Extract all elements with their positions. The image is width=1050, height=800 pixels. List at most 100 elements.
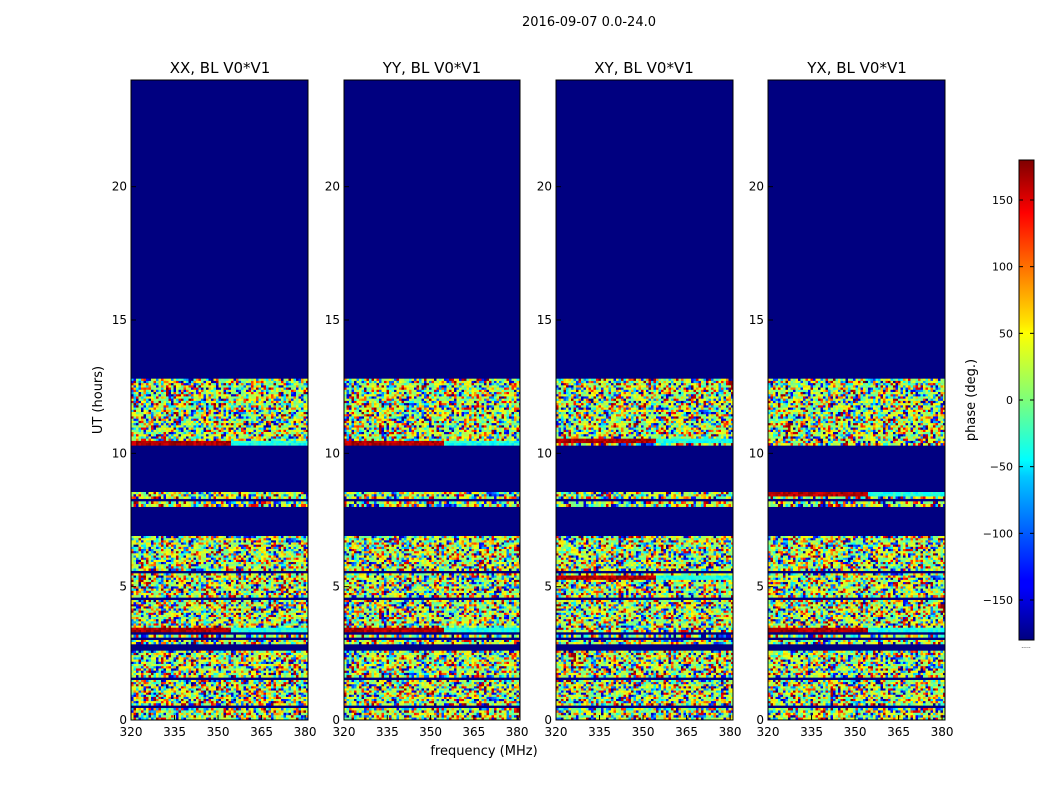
heatmap-cell bbox=[289, 693, 292, 695]
heatmap-cell bbox=[276, 686, 279, 688]
heatmap-cell bbox=[284, 691, 287, 693]
heatmap-cell bbox=[286, 653, 289, 656]
heatmap-cell bbox=[236, 653, 239, 656]
heatmap-cell bbox=[134, 657, 137, 660]
heatmap-cell bbox=[291, 655, 294, 658]
heatmap-cell bbox=[256, 688, 259, 690]
heatmap-cell bbox=[269, 703, 272, 705]
heatmap-cell bbox=[154, 699, 157, 701]
heatmap-cell bbox=[141, 655, 144, 658]
heatmap-cell bbox=[211, 651, 214, 654]
heatmap-cell bbox=[239, 701, 242, 703]
heatmap-cell bbox=[261, 651, 264, 654]
heatmap-cell bbox=[134, 708, 137, 711]
heatmap-cell bbox=[221, 653, 224, 656]
heatmap-cell bbox=[204, 684, 207, 686]
heatmap-cell bbox=[241, 713, 244, 716]
heatmap-cell bbox=[201, 655, 204, 658]
heatmap-cell bbox=[241, 708, 244, 711]
heatmap-cell bbox=[204, 710, 207, 713]
heatmap-cell bbox=[264, 710, 267, 713]
heatmap-cell bbox=[264, 708, 267, 711]
heatmap-cell bbox=[244, 708, 247, 711]
heatmap-cell bbox=[136, 651, 139, 654]
figure-title: 2016-09-07 0.0-24.0 bbox=[522, 15, 656, 30]
heatmap-cell bbox=[266, 697, 269, 699]
heatmap-cell bbox=[224, 680, 227, 682]
heatmap-cell bbox=[254, 655, 257, 658]
heatmap-cell bbox=[156, 682, 159, 684]
heatmap-cell bbox=[184, 691, 187, 693]
heatmap-cell bbox=[136, 682, 139, 684]
heatmap-cell bbox=[171, 657, 174, 660]
heatmap-cell bbox=[199, 686, 202, 688]
heatmap-cell bbox=[144, 691, 147, 693]
heatmap-cell bbox=[156, 697, 159, 699]
heatmap-cell bbox=[179, 686, 182, 688]
heatmap-cell bbox=[154, 688, 157, 690]
heatmap-cell bbox=[136, 695, 139, 697]
heatmap-cell bbox=[186, 657, 189, 660]
heatmap-cell bbox=[139, 682, 142, 684]
heatmap-cell bbox=[231, 686, 234, 688]
heatmap-cell bbox=[301, 715, 304, 718]
heatmap-cell bbox=[236, 713, 239, 716]
heatmap-cell bbox=[291, 691, 294, 693]
heatmap-cell bbox=[254, 699, 257, 701]
heatmap-cell bbox=[279, 697, 282, 699]
heatmap-cell bbox=[184, 708, 187, 711]
heatmap-cell bbox=[161, 684, 164, 686]
heatmap-cell bbox=[209, 688, 212, 690]
heatmap-cell bbox=[199, 697, 202, 699]
heatmap-cell bbox=[181, 684, 184, 686]
heatmap-cell bbox=[164, 693, 167, 695]
heatmap-cell bbox=[276, 680, 279, 682]
heatmap-cell bbox=[229, 686, 232, 688]
heatmap-cell bbox=[246, 651, 249, 654]
heatmap-cell bbox=[291, 695, 294, 697]
heatmap-cell bbox=[149, 703, 152, 705]
heatmap-cell bbox=[166, 715, 169, 718]
heatmap-cell bbox=[241, 701, 244, 703]
heatmap-cell bbox=[201, 684, 204, 686]
heatmap-cell bbox=[146, 682, 149, 684]
heatmap-cell bbox=[294, 697, 297, 699]
heatmap-cell bbox=[259, 695, 262, 697]
heatmap-cell bbox=[159, 693, 162, 695]
heatmap-cell bbox=[219, 695, 222, 697]
heatmap-cell bbox=[186, 651, 189, 654]
heatmap-cell bbox=[174, 693, 177, 695]
heatmap-cell bbox=[174, 651, 177, 654]
heatmap-cell bbox=[259, 697, 262, 699]
heatmap-cell bbox=[194, 682, 197, 684]
heatmap-cell bbox=[146, 713, 149, 716]
heatmap-cell bbox=[296, 703, 299, 705]
heatmap-cell bbox=[144, 715, 147, 718]
heatmap-cell bbox=[136, 703, 139, 705]
heatmap-cell bbox=[134, 699, 137, 701]
heatmap-cell bbox=[276, 713, 279, 716]
heatmap-cell bbox=[146, 693, 149, 695]
heatmap-cell bbox=[259, 680, 262, 682]
heatmap-cell bbox=[176, 697, 179, 699]
heatmap-cell bbox=[274, 680, 277, 682]
heatmap-cell bbox=[134, 695, 137, 697]
heatmap-cell bbox=[156, 691, 159, 693]
heatmap-cell bbox=[284, 655, 287, 658]
heatmap-cell bbox=[136, 655, 139, 658]
heatmap-cell bbox=[156, 715, 159, 718]
heatmap-cell bbox=[164, 713, 167, 716]
heatmap-cell bbox=[134, 680, 137, 682]
heatmap-cell bbox=[214, 691, 217, 693]
heatmap-cell bbox=[196, 713, 199, 716]
heatmap-cell bbox=[151, 699, 154, 701]
heatmap-cell bbox=[214, 708, 217, 711]
heatmap-cell bbox=[276, 682, 279, 684]
heatmap-cell bbox=[174, 703, 177, 705]
heatmap-cell bbox=[189, 701, 192, 703]
heatmap-cell bbox=[201, 688, 204, 690]
heatmap-cell bbox=[291, 693, 294, 695]
heatmap-cell bbox=[249, 688, 252, 690]
heatmap-cell bbox=[286, 684, 289, 686]
heatmap-cell bbox=[169, 701, 172, 703]
